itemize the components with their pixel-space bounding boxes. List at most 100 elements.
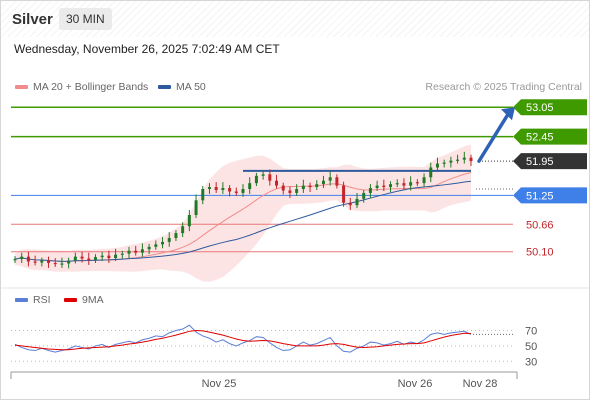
candle-body	[107, 255, 111, 259]
candle-body	[328, 177, 332, 181]
candle-body	[315, 184, 319, 188]
candle-body	[456, 159, 460, 161]
resistance-level-label: 53.05	[526, 102, 554, 114]
candle-body	[321, 180, 325, 185]
candle-body	[469, 157, 473, 162]
candle-body	[93, 257, 97, 261]
candle-body	[355, 198, 359, 206]
x-tick-label: Nov 28	[463, 378, 498, 390]
candle-body	[362, 192, 366, 199]
timestamp: Wednesday, November 26, 2025 7:02:49 AM …	[14, 42, 280, 56]
candle-body	[201, 189, 205, 201]
candle-body	[167, 238, 171, 242]
candle-body	[415, 182, 419, 184]
candle-body	[335, 177, 339, 186]
ma20-legend-swatch	[15, 85, 28, 89]
candle-body	[47, 260, 51, 263]
candle-body	[348, 202, 352, 206]
candle-body	[261, 174, 265, 176]
candle-body	[462, 157, 466, 160]
bollinger-band	[15, 144, 471, 282]
ma20-legend-label: MA 20 + Bollinger Bands	[33, 81, 149, 93]
ma50-legend-swatch	[158, 85, 171, 89]
candle-body	[375, 185, 379, 189]
candle-body	[442, 162, 446, 164]
candle-body	[33, 261, 37, 263]
candle-body	[214, 187, 218, 191]
candle-body	[368, 188, 372, 193]
candle-body	[295, 189, 299, 193]
candle-body	[449, 160, 453, 163]
candle-body	[53, 262, 57, 265]
candle-body	[268, 174, 272, 181]
candle-body	[395, 183, 399, 185]
candle-body	[194, 200, 198, 215]
candle-body	[114, 254, 118, 259]
pivot-level-label: 51.25	[526, 190, 554, 202]
candle-body	[80, 256, 84, 259]
forecast-arrow-shaft	[477, 112, 510, 163]
rsi-ma-line	[14, 330, 472, 351]
timeframe-badge[interactable]: 30 MIN	[59, 8, 112, 30]
pivot-level-badge	[513, 187, 587, 204]
x-tick-label: Nov 25	[202, 378, 237, 390]
support-level-label: 50.66	[526, 219, 554, 231]
candle-body	[422, 177, 426, 184]
candle-body	[402, 183, 406, 186]
rsi-legend-swatch	[15, 298, 28, 302]
candle-body	[435, 163, 439, 168]
candle-body	[67, 260, 71, 264]
rsi-tick-label: 70	[525, 326, 537, 338]
rsi-tick-label: 30	[525, 356, 537, 368]
candle-body	[134, 250, 138, 253]
candle-body	[127, 250, 131, 254]
candle-body	[409, 182, 413, 186]
candle-body	[254, 175, 258, 184]
x-tick-label: Nov 26	[398, 378, 433, 390]
candle-body	[221, 188, 225, 191]
candle-body	[281, 185, 285, 191]
candle-body	[161, 241, 165, 245]
candle-body	[13, 259, 17, 261]
candle-body	[308, 185, 312, 188]
candle-body	[301, 185, 305, 190]
symbol-title: Silver	[12, 11, 53, 28]
candle-body	[26, 256, 30, 262]
candle-body	[87, 258, 91, 261]
candle-body	[187, 214, 191, 227]
resistance-level-label: 52.45	[526, 132, 554, 144]
resistance-level-badge	[513, 99, 587, 116]
candle-body	[154, 244, 158, 247]
candle-body	[181, 226, 185, 234]
candle-body	[275, 180, 279, 186]
resistance-level-badge	[513, 128, 587, 145]
candle-body	[248, 183, 252, 190]
candle-body	[147, 246, 151, 250]
rsi-ma-legend-label: 9MA	[82, 294, 104, 306]
candle-body	[60, 263, 64, 265]
candle-body	[342, 185, 346, 203]
candle-body	[174, 233, 178, 239]
ma50-line	[14, 180, 472, 262]
candle-body	[429, 167, 433, 178]
source-credit: Research © 2025 Trading Central	[425, 81, 582, 93]
candle-body	[40, 260, 44, 263]
candle-body	[100, 255, 104, 258]
candle-body	[120, 253, 124, 255]
candle-body	[207, 187, 211, 190]
current-level-badge	[513, 153, 587, 170]
candle-body	[140, 249, 144, 253]
rsi-tick-label: 50	[525, 341, 537, 353]
forecast-arrow-head	[501, 107, 515, 121]
candle-body	[228, 188, 232, 192]
candle-body	[234, 191, 238, 193]
ma50-legend-label: MA 50	[176, 81, 206, 93]
candle-body	[382, 185, 386, 188]
rsi-ma-legend-swatch	[64, 298, 77, 302]
candle-body	[288, 190, 292, 193]
candle-body	[20, 256, 24, 260]
candle-body	[389, 184, 393, 188]
candle-body	[241, 189, 245, 193]
